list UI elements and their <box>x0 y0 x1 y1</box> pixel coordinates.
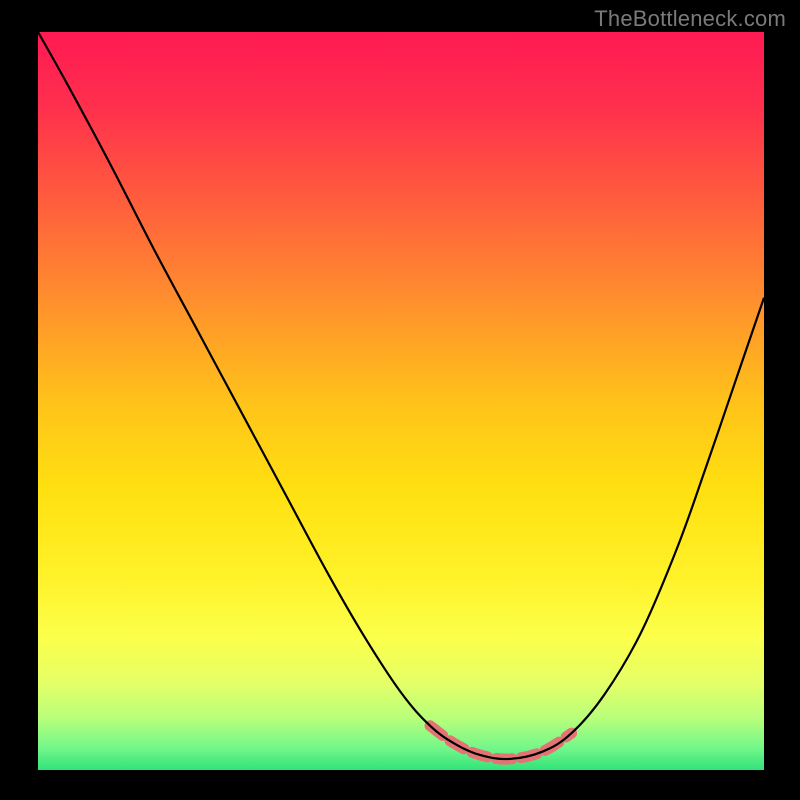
bottleneck-curve <box>38 32 764 759</box>
chart-curve-layer <box>38 32 764 770</box>
chart-outer: TheBottleneck.com <box>0 0 800 800</box>
chart-plot-area <box>38 32 764 770</box>
watermark-text: TheBottleneck.com <box>594 6 786 32</box>
